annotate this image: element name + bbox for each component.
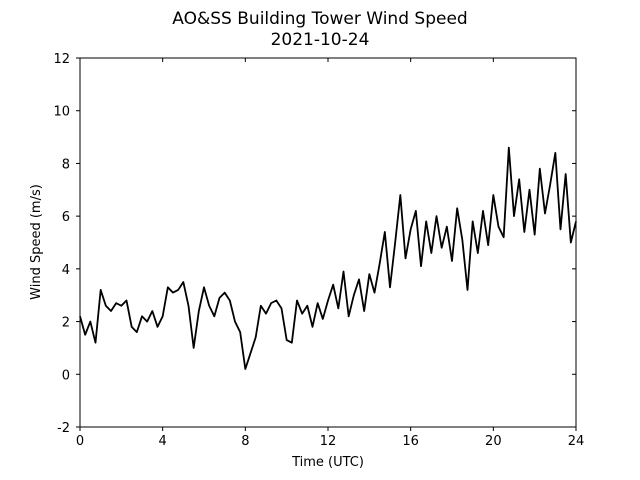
- plot-frame: [79, 57, 577, 428]
- y-axis-label: Wind Speed (m/s): [29, 184, 44, 300]
- x-tick-label: 12: [320, 434, 337, 449]
- x-tick-label: 0: [76, 434, 84, 449]
- x-tick-label: 4: [159, 434, 167, 449]
- y-tick-label: 12: [53, 52, 70, 67]
- chart-title: AO&SS Building Tower Wind Speed: [172, 9, 467, 29]
- x-tick-label: 16: [402, 434, 419, 449]
- x-tick-label: 20: [485, 434, 502, 449]
- chart-subtitle: 2021-10-24: [271, 30, 370, 50]
- y-tick-label: 8: [62, 157, 70, 172]
- y-tick-label: 0: [62, 368, 70, 383]
- y-tick-label: 10: [53, 105, 70, 120]
- y-tick-label: 4: [62, 263, 70, 278]
- data-line: [79, 146, 577, 370]
- y-tick-label: -2: [57, 421, 70, 436]
- x-axis-label: Time (UTC): [291, 455, 364, 470]
- x-tick-label: 24: [568, 434, 585, 449]
- y-tick-label: 6: [62, 210, 70, 225]
- x-tick-label: 8: [241, 434, 249, 449]
- y-tick-label: 2: [62, 316, 70, 331]
